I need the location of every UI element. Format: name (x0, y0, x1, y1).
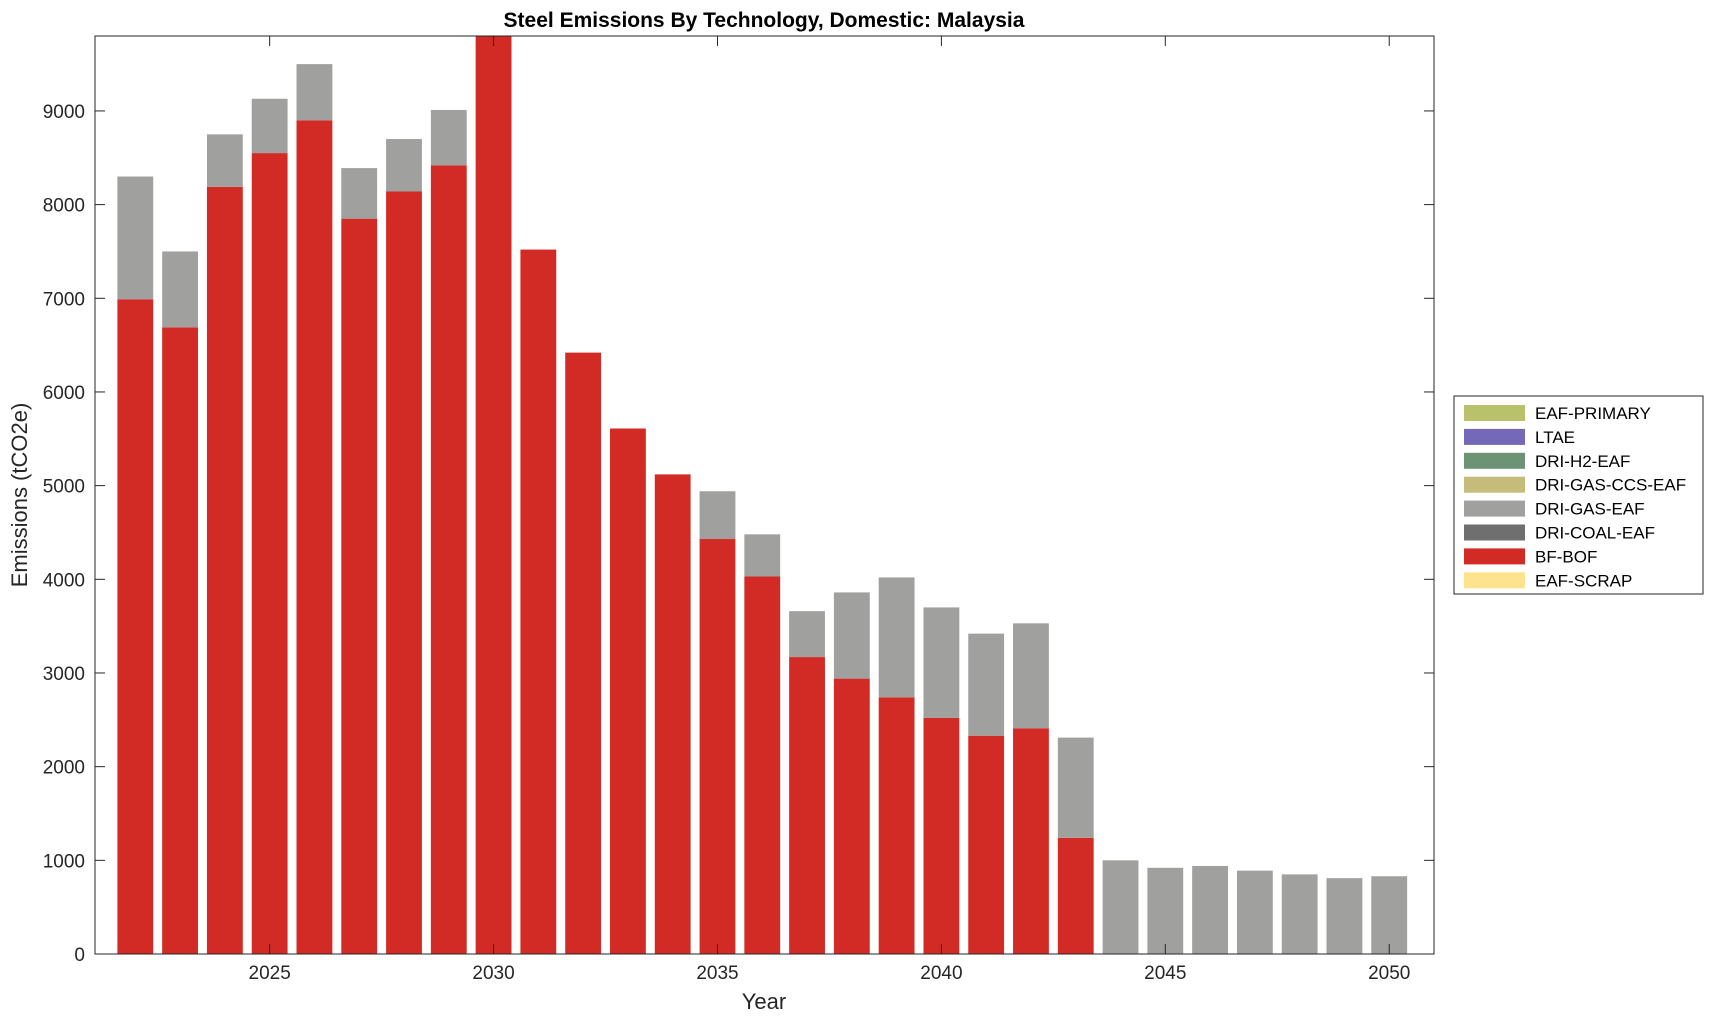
bar-dri-gas-eaf-2050 (1371, 876, 1408, 954)
bar-dri-gas-eaf-2035 (699, 491, 736, 540)
y-tick-label: 9000 (43, 102, 85, 123)
bar-dri-gas-eaf-2027 (341, 168, 378, 219)
bar-dri-gas-eaf-2028 (386, 139, 422, 192)
bar-dri-gas-eaf-2036 (744, 534, 781, 577)
y-tick-label: 6000 (43, 383, 85, 404)
x-tick-label: 2035 (696, 963, 738, 984)
bar-bf-bof-2036 (744, 576, 781, 954)
x-tick-label: 2045 (1144, 963, 1186, 984)
legend-label-bf-bof: BF-BOF (1535, 547, 1597, 566)
x-tick-label: 2040 (920, 963, 962, 984)
bar-bf-bof-2032 (565, 352, 602, 954)
legend-label-dri-coal-eaf: DRI-COAL-EAF (1535, 524, 1655, 543)
y-tick-label: 5000 (43, 477, 85, 498)
bar-bf-bof-2040 (923, 717, 960, 954)
bar-bf-bof-2029 (430, 165, 467, 954)
bar-bf-bof-2026 (296, 120, 333, 954)
legend: EAF-PRIMARY LTAE DRI-H2-EAF DRI-GAS-CCS-EAF… (1453, 395, 1704, 595)
bar-bf-bof-2037 (789, 657, 825, 954)
bar-bf-bof-2034 (654, 474, 691, 954)
y-tick-label: 8000 (43, 196, 85, 217)
y-axis-title: Emissions (tCO2e) (7, 403, 32, 588)
bar-dri-gas-eaf-2047 (1236, 870, 1273, 954)
legend-swatch-ltae (1464, 428, 1525, 445)
bar-dri-gas-eaf-2040 (923, 607, 960, 718)
bar-dri-gas-eaf-2041 (968, 633, 1005, 736)
bar-bf-bof-2038 (833, 678, 870, 954)
bar-bf-bof-2042 (1013, 728, 1049, 954)
legend-swatch-dri-gas-ccs-eaf (1464, 476, 1525, 493)
bar-bf-bof-2030 (475, 36, 512, 954)
bar-bf-bof-2039 (878, 697, 915, 954)
x-tick-label: 2025 (249, 963, 291, 984)
bar-dri-gas-eaf-2022 (117, 176, 154, 300)
bars-group (117, 36, 1408, 955)
legend-swatch-bf-bof (1464, 548, 1525, 565)
bar-dri-gas-eaf-2024 (206, 134, 243, 187)
bar-bf-bof-2024 (206, 186, 243, 954)
y-tick-label: 3000 (43, 664, 85, 685)
legend-items: EAF-PRIMARY LTAE DRI-H2-EAF DRI-GAS-CCS-EAF… (1464, 404, 1686, 590)
bar-dri-gas-eaf-2025 (251, 98, 288, 154)
bar-bf-bof-2022 (117, 299, 154, 955)
bar-bf-bof-2033 (610, 428, 646, 954)
bar-bf-bof-2031 (520, 249, 557, 954)
legend-swatch-dri-gas-eaf (1464, 500, 1525, 517)
bar-dri-gas-eaf-2039 (878, 577, 915, 698)
y-tick-label: 1000 (43, 851, 85, 872)
legend-label-eaf-scrap: EAF-SCRAP (1535, 571, 1632, 590)
bar-dri-gas-eaf-2026 (296, 64, 333, 121)
bar-dri-gas-eaf-2044 (1102, 860, 1139, 954)
bar-dri-gas-eaf-2045 (1147, 867, 1184, 954)
y-tick-label: 0 (74, 945, 85, 966)
bar-dri-gas-eaf-2049 (1326, 878, 1363, 954)
legend-label-dri-gas-ccs-eaf: DRI-GAS-CCS-EAF (1535, 476, 1686, 495)
bar-bf-bof-2043 (1057, 837, 1094, 954)
plot-area-frame (94, 35, 1435, 955)
x-axis-title: Year (742, 989, 786, 1014)
y-tick-label: 2000 (43, 758, 85, 779)
bar-bf-bof-2027 (341, 218, 378, 954)
chart-title: Steel Emissions By Technology, Domestic:… (504, 9, 1025, 32)
x-tick-label: 2030 (472, 963, 514, 984)
legend-label-dri-gas-eaf: DRI-GAS-EAF (1535, 500, 1645, 519)
bar-bf-bof-2041 (968, 735, 1005, 954)
bar-dri-gas-eaf-2023 (162, 251, 198, 328)
legend-swatch-eaf-primary (1464, 405, 1525, 421)
bar-dri-gas-eaf-2046 (1192, 865, 1228, 954)
legend-swatch-dri-coal-eaf (1464, 524, 1525, 541)
bar-bf-bof-2025 (251, 153, 288, 955)
bar-bf-bof-2028 (386, 191, 422, 954)
bar-dri-gas-eaf-2043 (1057, 737, 1094, 838)
legend-swatch-eaf-scrap (1464, 572, 1525, 589)
x-tick-label: 2050 (1368, 963, 1410, 984)
legend-swatch-dri-h2-eaf (1464, 452, 1525, 469)
x-axis-ticks: 2025 2030 2035 2040 2045 2050 (249, 36, 1410, 984)
y-tick-label: 4000 (43, 570, 85, 591)
bar-dri-gas-eaf-2029 (430, 110, 467, 166)
y-tick-label: 7000 (43, 289, 85, 310)
bar-dri-gas-eaf-2048 (1281, 874, 1318, 954)
bar-dri-gas-eaf-2042 (1013, 623, 1049, 729)
bar-bf-bof-2035 (699, 539, 736, 954)
y-axis-ticks: 0 1000 2000 3000 4000 5000 6000 7000 8000 9000 (43, 102, 1434, 966)
bar-dri-gas-eaf-2038 (833, 592, 870, 679)
legend-label-eaf-primary: EAF-PRIMARY (1535, 404, 1651, 423)
legend-label-dri-h2-eaf: DRI-H2-EAF (1535, 452, 1630, 471)
bar-dri-gas-eaf-2037 (789, 611, 825, 658)
bar-bf-bof-2023 (162, 327, 198, 954)
legend-label-ltae: LTAE (1535, 428, 1575, 447)
